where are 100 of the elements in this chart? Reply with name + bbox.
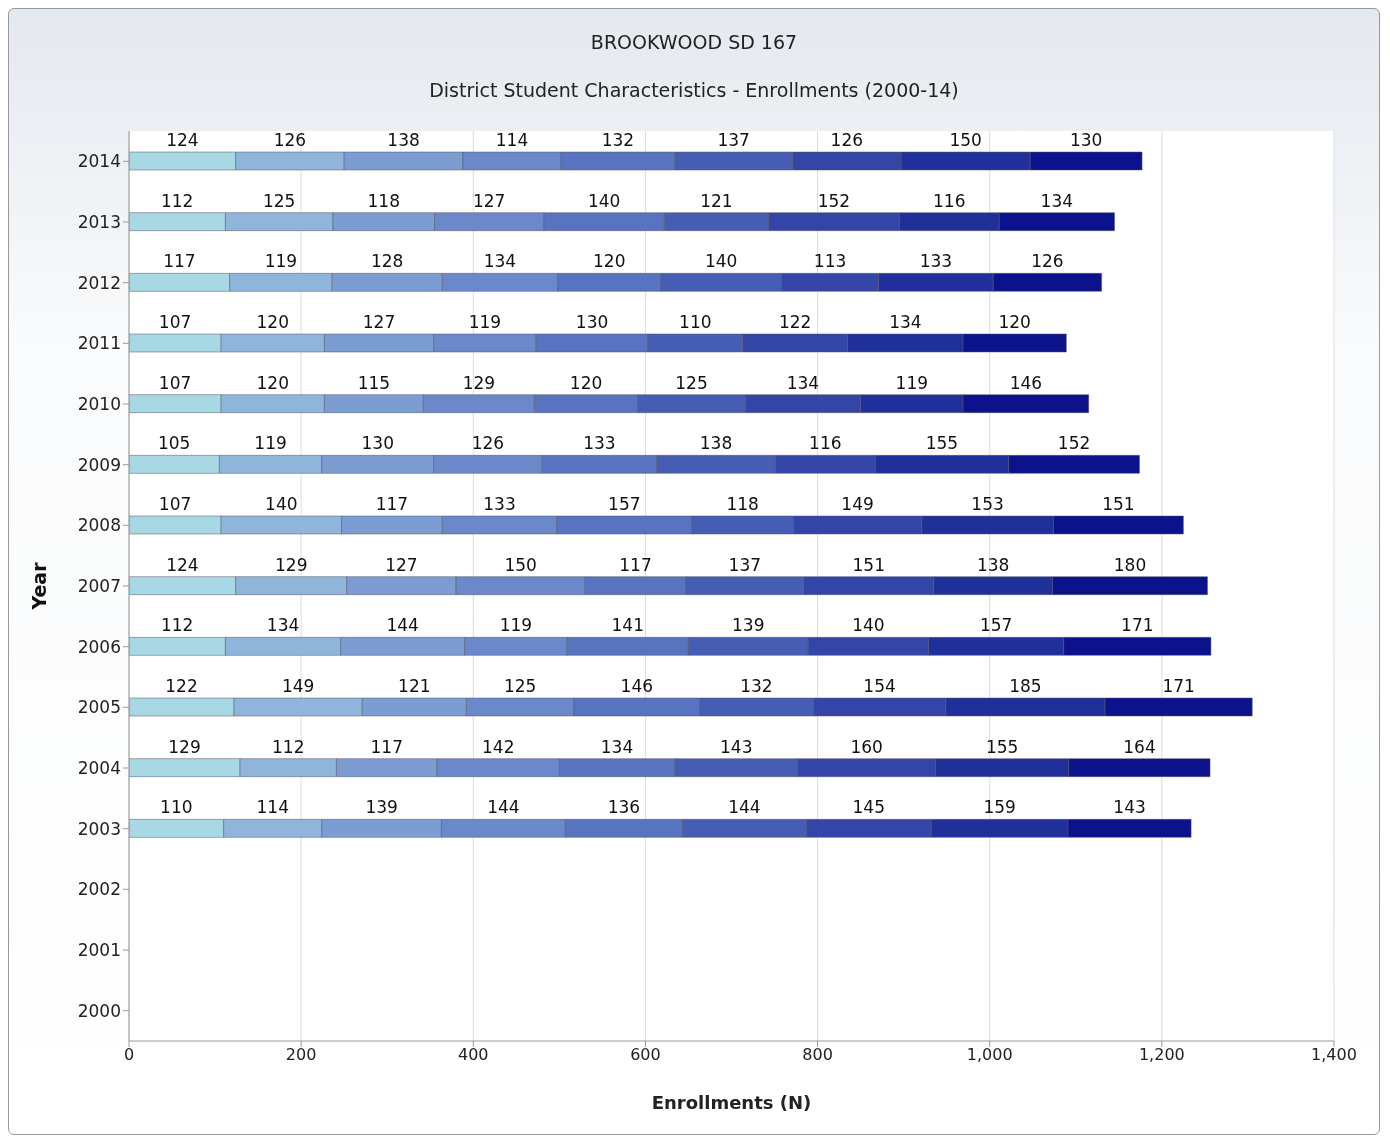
data-label: 138 <box>976 554 1010 575</box>
data-label: 117 <box>619 554 652 575</box>
x-tick-label: 600 <box>630 1045 661 1065</box>
data-label: 127 <box>385 554 418 575</box>
data-label: 139 <box>365 797 398 818</box>
data-label: 112 <box>160 190 194 211</box>
data-label: 139 <box>732 615 765 636</box>
data-label: 114 <box>256 797 289 818</box>
data-label: 118 <box>726 494 759 514</box>
data-label: 155 <box>925 433 959 454</box>
y-tick-label: 2013 <box>77 212 121 233</box>
data-label: 117 <box>163 251 196 272</box>
data-label: 140 <box>265 494 298 514</box>
y-tick-label: 2006 <box>77 636 121 657</box>
data-label: 150 <box>949 130 982 150</box>
y-tick-label: 2004 <box>77 758 121 779</box>
data-label: 144 <box>487 797 520 818</box>
data-label: 146 <box>620 676 654 696</box>
data-label: 128 <box>370 251 404 272</box>
x-tick-label: 200 <box>285 1045 317 1065</box>
data-label: 145 <box>852 797 886 818</box>
data-label: 107 <box>158 312 192 332</box>
data-label: 171 <box>1121 615 1154 636</box>
data-label: 130 <box>361 433 394 454</box>
data-label: 143 <box>720 736 753 757</box>
data-label: 113 <box>813 251 847 272</box>
data-label: 117 <box>370 736 404 757</box>
data-label: 136 <box>607 797 641 818</box>
x-tick-label: 0 <box>123 1045 135 1065</box>
data-label: 137 <box>728 554 762 575</box>
x-tick-label: 1,000 <box>966 1045 1013 1065</box>
data-label: 121 <box>398 676 431 696</box>
y-axis-title: Year <box>27 561 50 611</box>
data-label: 129 <box>275 554 308 575</box>
data-label: 151 <box>852 554 886 575</box>
data-label: 107 <box>158 372 192 393</box>
data-label: 146 <box>1009 372 1043 393</box>
data-label: 127 <box>472 190 506 211</box>
data-label: 134 <box>266 615 300 636</box>
x-tick-label: 1,200 <box>1138 1045 1185 1065</box>
data-label: 115 <box>357 372 391 393</box>
data-label: 124 <box>166 554 199 575</box>
y-tick-label: 2005 <box>77 697 121 718</box>
data-label: 119 <box>468 312 502 332</box>
chart-subtitle: District Student Characteristics - Enrollments (2000-14) <box>428 79 960 101</box>
data-label: 134 <box>600 736 634 757</box>
data-label: 125 <box>675 372 708 393</box>
data-label: 124 <box>166 130 199 150</box>
x-tick-label: 800 <box>802 1045 833 1065</box>
y-tick-label: 2014 <box>77 151 121 172</box>
data-label: 126 <box>273 130 307 150</box>
x-tick-label: 400 <box>458 1045 489 1065</box>
data-label: 143 <box>1113 797 1146 818</box>
y-tick-label: 2002 <box>77 879 121 900</box>
data-label: 154 <box>863 676 896 696</box>
data-label: 142 <box>482 736 515 757</box>
data-label: 144 <box>728 797 761 818</box>
data-label: 120 <box>998 312 1031 332</box>
data-label: 180 <box>1113 554 1147 575</box>
y-tick-label: 2003 <box>77 818 121 839</box>
data-label: 120 <box>256 372 289 393</box>
data-label: 134 <box>483 251 517 272</box>
data-label: 120 <box>256 312 289 332</box>
data-label: 130 <box>1069 130 1103 150</box>
data-label: 164 <box>1123 736 1156 757</box>
y-tick-label: 2011 <box>77 333 121 354</box>
x-tick-label: 1,400 <box>1311 1045 1357 1065</box>
data-label: 125 <box>262 190 296 211</box>
data-label: 132 <box>740 676 773 696</box>
data-label: 112 <box>272 736 305 757</box>
data-label: 120 <box>569 372 603 393</box>
data-label: 119 <box>895 372 929 393</box>
data-label: 117 <box>375 494 409 514</box>
data-label: 110 <box>679 312 712 332</box>
data-label: 140 <box>704 251 738 272</box>
data-label: 157 <box>979 615 1013 636</box>
data-label: 119 <box>254 433 287 454</box>
data-label: 116 <box>933 190 966 211</box>
data-label: 118 <box>367 190 400 211</box>
data-label: 110 <box>160 797 193 818</box>
data-label: 149 <box>281 676 315 696</box>
data-label: 119 <box>264 251 298 272</box>
data-label: 151 <box>1102 494 1135 514</box>
data-label: 122 <box>165 676 198 696</box>
data-label: 152 <box>817 190 851 211</box>
x-axis-title: Enrollments (N) <box>651 1092 812 1113</box>
y-tick-label: 2000 <box>77 1000 121 1021</box>
data-label: 129 <box>168 736 201 757</box>
data-label: 185 <box>1009 676 1042 696</box>
data-label: 137 <box>717 130 750 150</box>
data-label: 133 <box>483 494 516 514</box>
data-label: 132 <box>601 130 635 150</box>
data-label: 133 <box>919 251 953 272</box>
data-label: 153 <box>971 494 1004 514</box>
data-label: 114 <box>495 130 529 150</box>
data-label: 121 <box>700 190 733 211</box>
data-label: 129 <box>462 372 496 393</box>
chart-title: BROOKWOOD SD 167 <box>589 30 799 53</box>
data-label: 144 <box>386 615 419 636</box>
data-label: 140 <box>587 190 621 211</box>
